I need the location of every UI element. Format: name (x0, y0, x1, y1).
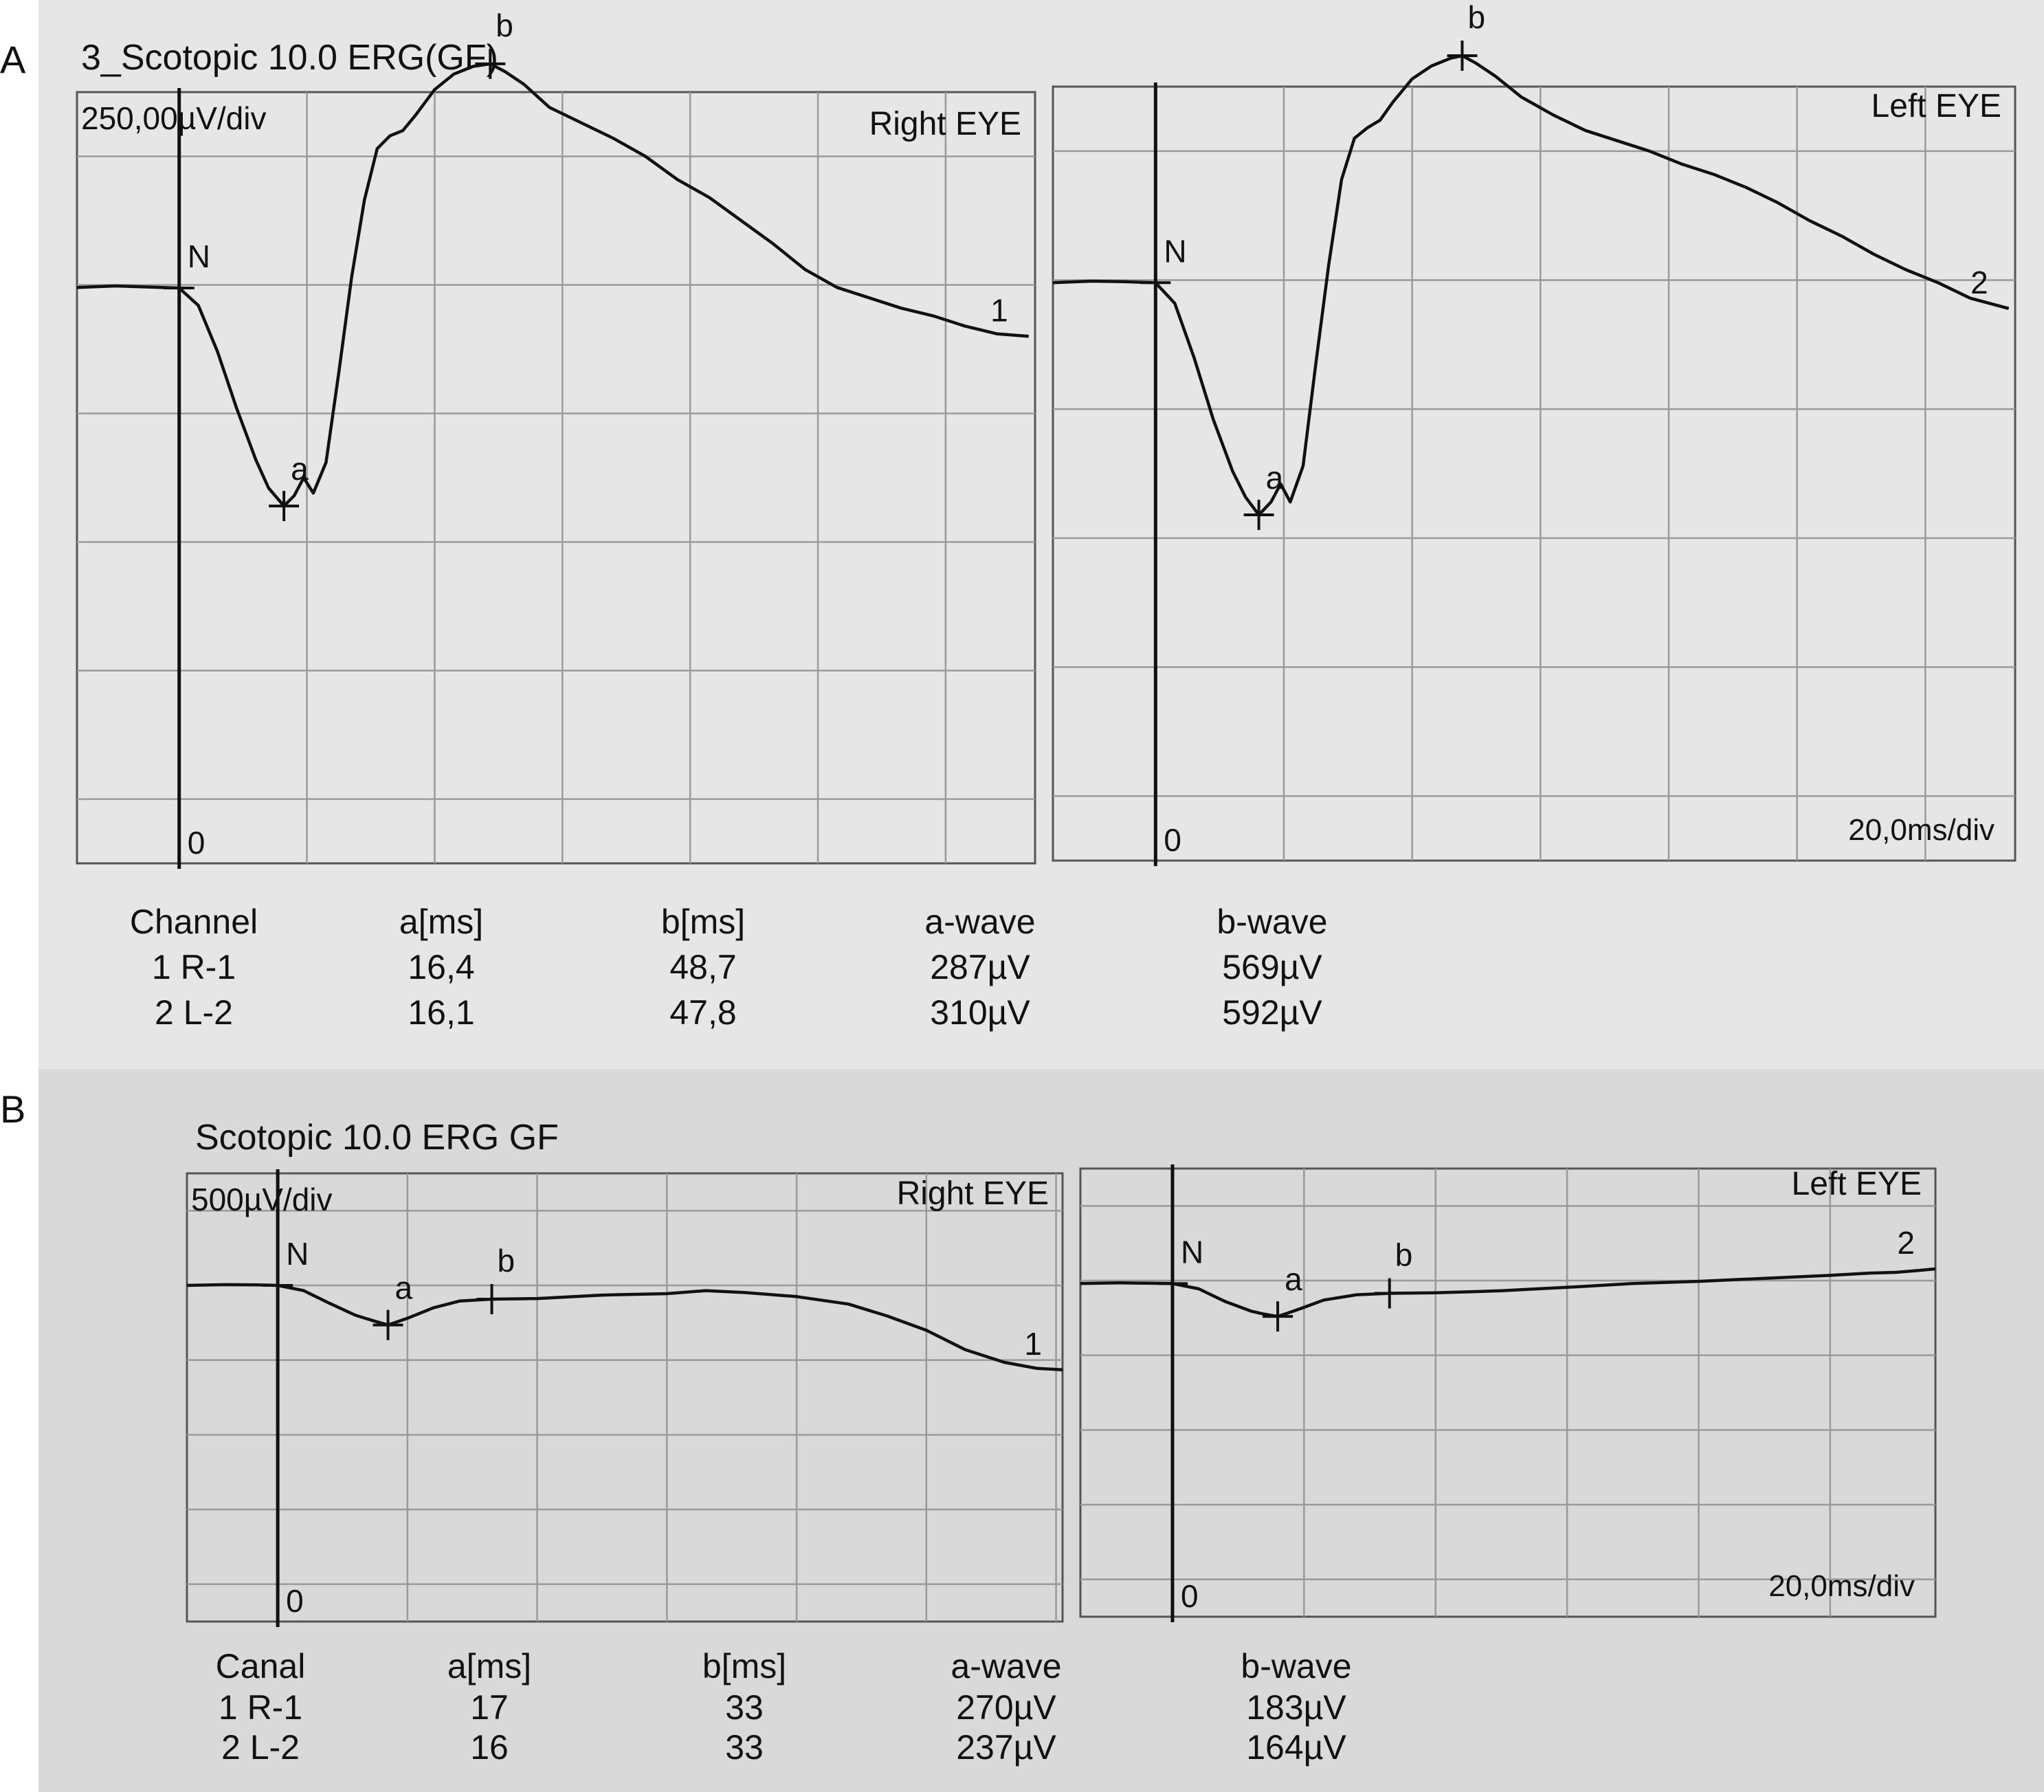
panel-letter-b: B (0, 1087, 26, 1131)
table-a-row1-b-ms: 48,7 (669, 948, 737, 986)
eye-label: Left EYE (1871, 88, 2001, 124)
table-a-row2-a-wave: 310µV (930, 993, 1030, 1032)
table-a-row2-a-ms: 16,1 (408, 993, 475, 1032)
erg-plot-3: Na b 1 0 Right EYE 500µV/div (186, 1169, 1064, 1627)
table-a-header-channel: Channel (129, 903, 258, 941)
eye-label: Right EYE (897, 1175, 1049, 1212)
marker-b: b (1374, 1237, 1413, 1309)
table-a-header-b-wave: b-wave (1217, 903, 1328, 941)
trace-end-label: 1 (1024, 1326, 1042, 1362)
time-zero-label: 0 (1181, 1578, 1199, 1614)
table-a-row2-b-ms: 47,8 (669, 993, 737, 1032)
panel-a-title: 3_Scotopic 10.0 ERG(GF) (81, 38, 498, 78)
marker-a: a (373, 1270, 413, 1340)
erg-trace (186, 1283, 1063, 1372)
panel-a: A 3_Scotopic 10.0 ERG(GF) Channel a[ms] … (0, 0, 2044, 1069)
marker-N: N (263, 1236, 309, 1301)
amplitude-scale-label: 500µV/div (191, 1182, 333, 1217)
marker-N: N (1140, 233, 1187, 298)
marker-label-a: a (395, 1270, 413, 1306)
marker-label-N: N (286, 1236, 309, 1272)
erg-trace (76, 62, 1029, 508)
table-b-row1-b-ms: 33 (725, 1688, 764, 1727)
marker-label-N: N (1181, 1234, 1203, 1270)
erg-plot-1: Na b 1 0 Right EYE 250,00µV/div (76, 8, 1036, 869)
table-b-header-a-wave: a-wave (951, 1647, 1062, 1685)
table-b-header-b-wave: b-wave (1241, 1647, 1352, 1685)
time-zero-label: 0 (1164, 822, 1181, 858)
table-b-row2-a-ms: 16 (470, 1728, 509, 1767)
marker-a: a (1243, 460, 1284, 531)
table-b-header-b-ms: b[ms] (702, 1647, 787, 1685)
table-b-row1-a-ms: 17 (470, 1688, 509, 1727)
marker-N: N (164, 239, 210, 303)
plot-frame (1052, 85, 2017, 862)
table-b-row2-b-ms: 33 (725, 1728, 764, 1767)
table-b-row1-a-wave: 270µV (956, 1688, 1056, 1727)
table-a-row1-b-wave: 569µV (1222, 948, 1322, 986)
plot-frame (76, 91, 1036, 865)
eye-label: Right EYE (869, 106, 1021, 142)
eye-label: Left EYE (1792, 1166, 1922, 1202)
marker-b: b (475, 8, 513, 79)
marker-N: N (1157, 1234, 1203, 1299)
marker-a: a (269, 451, 309, 522)
marker-label-N: N (188, 239, 210, 274)
table-a-row1-a-wave: 287µV (930, 948, 1030, 986)
table-b-header-a-ms: a[ms] (447, 1647, 532, 1685)
table-b-row2-channel: 2 L-2 (221, 1728, 300, 1767)
amplitude-scale-label: 250,00µV/div (81, 100, 266, 136)
time-zero-label: 0 (286, 1583, 304, 1619)
table-a-row1-channel: 1 R-1 (151, 948, 236, 986)
panel-b-title: Scotopic 10.0 ERG GF (195, 1118, 559, 1158)
trace-end-label: 2 (1970, 265, 1988, 300)
marker-label-b: b (1467, 0, 1485, 35)
marker-label-N: N (1164, 233, 1186, 269)
marker-label-a: a (291, 451, 309, 487)
table-a-header-a-ms: a[ms] (399, 903, 484, 941)
panel-letter-a: A (0, 38, 26, 81)
table-b-row2-b-wave: 164µV (1246, 1728, 1346, 1767)
erg-trace (1080, 1267, 1936, 1318)
table-b-row1-channel: 1 R-1 (218, 1688, 303, 1727)
marker-label-b: b (496, 8, 513, 43)
marker-b: b (1447, 0, 1485, 71)
marker-a: a (1263, 1261, 1302, 1332)
plot-frame (186, 1172, 1064, 1623)
table-b-row2-a-wave: 237µV (956, 1728, 1056, 1767)
table-a-header-b-ms: b[ms] (660, 903, 746, 941)
table-a-row1-a-ms: 16,4 (408, 948, 475, 986)
table-b-row1-b-wave: 183µV (1246, 1688, 1346, 1727)
time-zero-label: 0 (188, 825, 205, 861)
erg-plot-2: Na b 2 0 Left EYE 20,0ms/div (1052, 0, 2017, 866)
erg-plot-4: Na b 2 0 Left EYE 20,0ms/div (1079, 1164, 1937, 1622)
trace-end-label: 2 (1897, 1225, 1915, 1261)
erg-trace (1052, 54, 2010, 517)
marker-label-a: a (1285, 1261, 1302, 1297)
table-a-row2-channel: 2 L-2 (155, 993, 233, 1032)
marker-label-b: b (1395, 1237, 1413, 1272)
time-scale-label: 20,0ms/div (1768, 1569, 1915, 1603)
marker-label-b: b (498, 1243, 515, 1279)
table-a-row2-b-wave: 592µV (1222, 993, 1322, 1032)
marker-b: b (476, 1243, 515, 1314)
plot-frame (1079, 1167, 1937, 1618)
trace-end-label: 1 (990, 292, 1008, 328)
marker-label-a: a (1266, 460, 1284, 496)
table-b-header-canal: Canal (215, 1647, 306, 1685)
time-scale-label: 20,0ms/div (1848, 813, 1995, 847)
table-a-header-a-wave: a-wave (924, 903, 1036, 941)
